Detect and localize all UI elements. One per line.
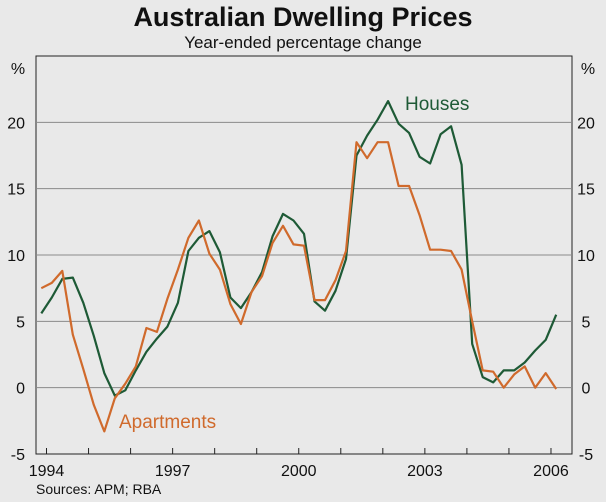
- y-tick-label-left: -5: [11, 447, 25, 464]
- y-unit-right: %: [581, 61, 595, 78]
- x-tick-label: 1994: [29, 463, 65, 480]
- y-tick-label-right: 0: [582, 381, 591, 398]
- y-tick-label-right: -5: [579, 447, 593, 464]
- chart-title: Australian Dwelling Prices: [133, 2, 473, 32]
- x-tick-label: 2003: [407, 463, 443, 480]
- source-note: Sources: APM; RBA: [36, 481, 162, 497]
- y-tick-label-right: 10: [577, 248, 595, 265]
- series-label-apartments: Apartments: [119, 412, 216, 433]
- series-line-apartments: [40, 141, 558, 433]
- y-tick-label-left: 15: [7, 182, 25, 199]
- x-tick-label: 2000: [281, 463, 317, 480]
- y-tick-label-right: 5: [582, 314, 591, 331]
- y-unit-left: %: [11, 61, 25, 78]
- series-label-houses: Houses: [405, 94, 469, 115]
- axis-ticks: -5 -5 0 0 5 5 10 10 15 15 20 20% % 1994 1997 2000 2003 20…: [7, 61, 595, 480]
- x-tick-label: 1997: [155, 463, 191, 480]
- y-tick-label-right: 20: [577, 115, 595, 132]
- y-tick-label-left: 0: [16, 381, 25, 398]
- y-tick-label-left: 20: [7, 115, 25, 132]
- y-tick-label-right: 15: [577, 182, 595, 199]
- series-lines: [40, 99, 558, 433]
- gridlines: [36, 121, 572, 389]
- labels: Houses Apartments: [119, 94, 469, 433]
- x-tick-label: 2006: [533, 463, 569, 480]
- chart-subtitle: Year-ended percentage change: [184, 33, 422, 52]
- y-tick-label-left: 10: [7, 248, 25, 265]
- y-tick-label-left: 5: [16, 314, 25, 331]
